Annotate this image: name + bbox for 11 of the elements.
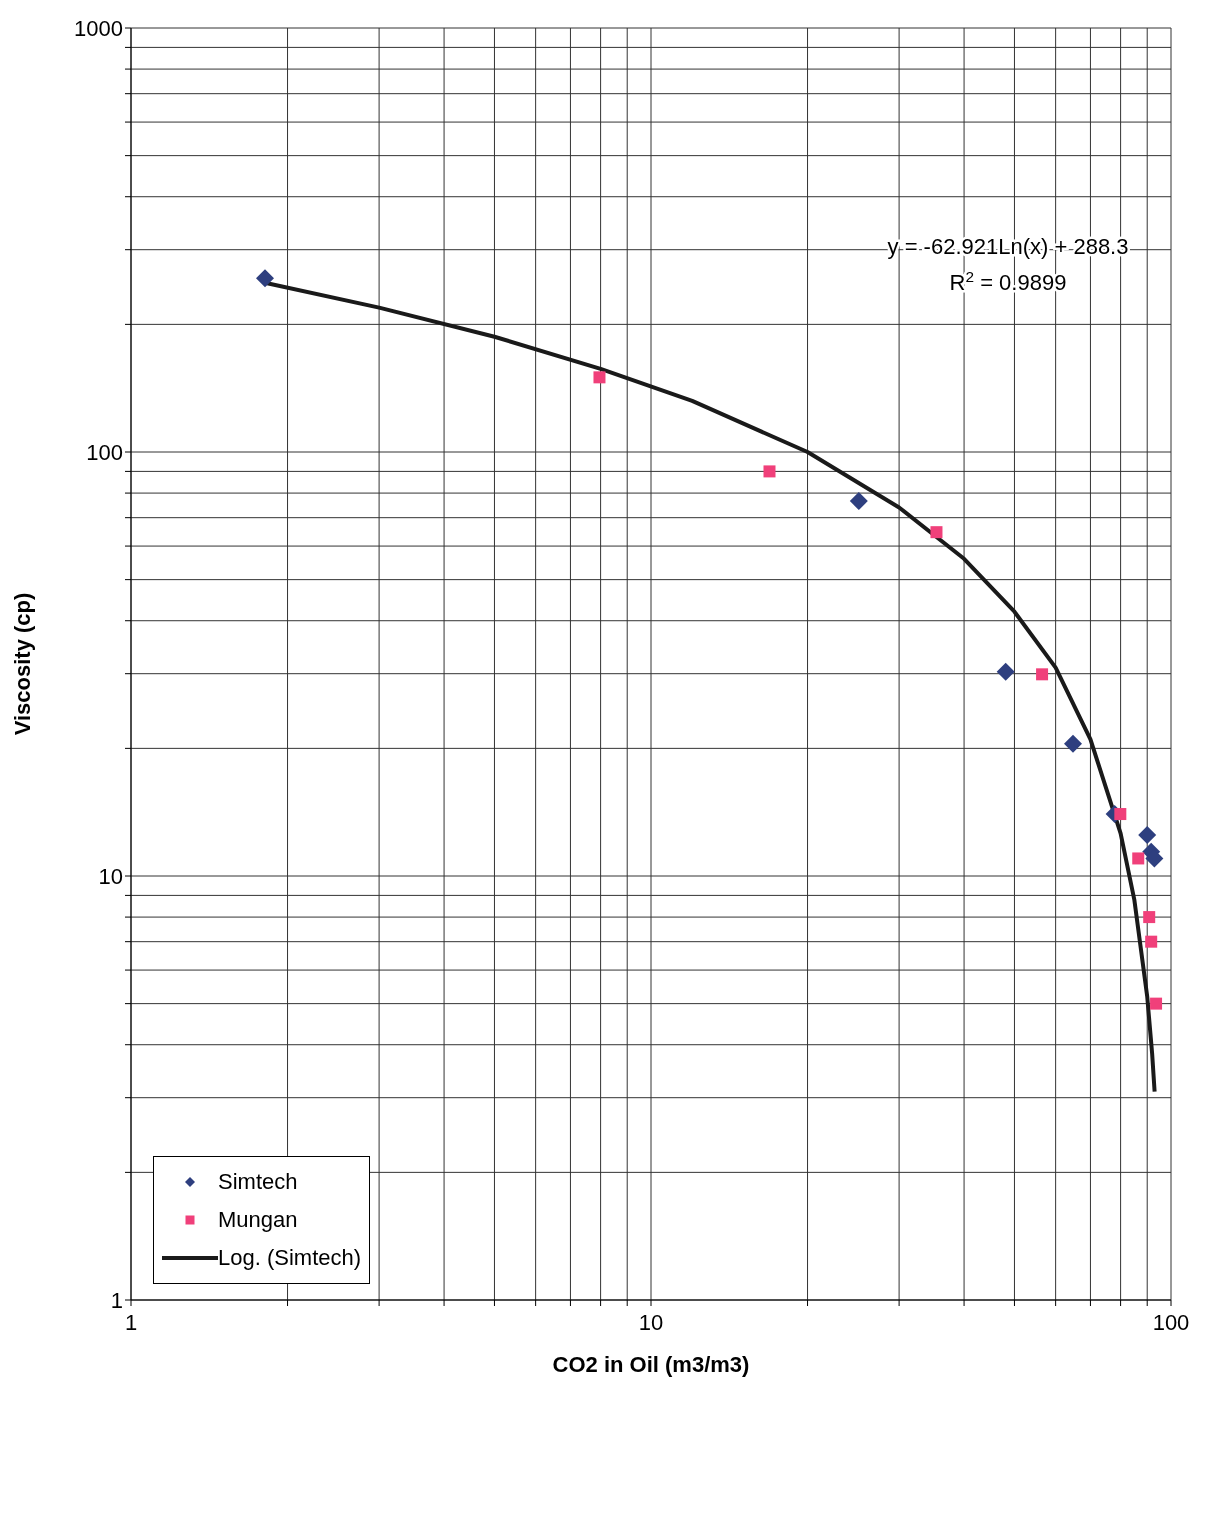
y-tick-label: 1 [110,1287,123,1313]
legend-label: Log. (Simtech) [218,1245,362,1271]
y-tick-label: 1000 [74,15,123,41]
x-tick-label: 100 [1152,1309,1190,1335]
y-tick-label: 10 [98,863,123,889]
legend-label: Simtech [218,1169,298,1195]
y-tick-label: 100 [86,439,123,465]
x-axis-title: CO2 in Oil (m3/m3) [552,1352,750,1377]
legend-label: Mungan [218,1207,298,1233]
y-axis-title: Viscosity (cp) [9,592,35,736]
x-tick-label: 10 [638,1309,664,1335]
